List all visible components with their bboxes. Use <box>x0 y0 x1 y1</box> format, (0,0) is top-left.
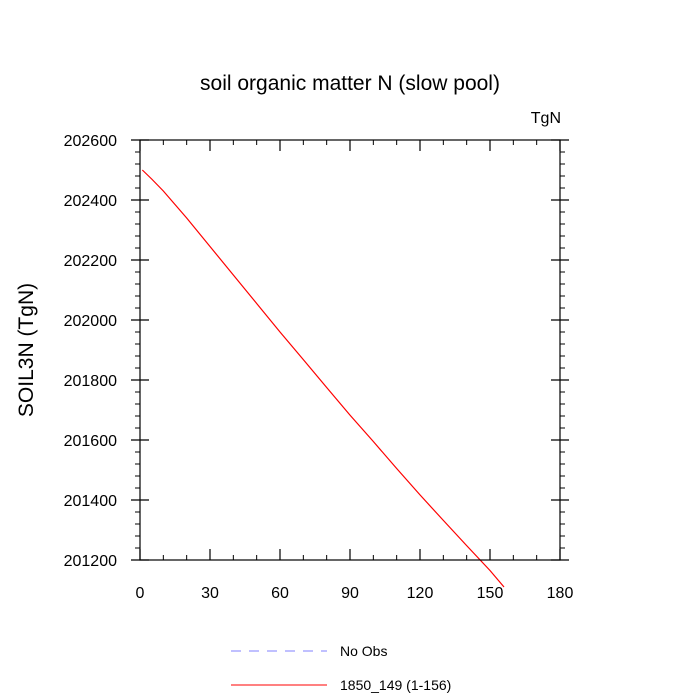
legend-label-1850-149: 1850_149 (1-156) <box>340 677 451 693</box>
x-tick-label: 90 <box>341 585 359 602</box>
y-tick-label: 202200 <box>64 253 117 270</box>
y-tick-label: 202400 <box>64 193 117 210</box>
x-tick-label: 150 <box>477 585 504 602</box>
chart-title: soil organic matter N (slow pool) <box>200 72 500 95</box>
y-axis-label: SOIL3N (TgN) <box>15 283 38 417</box>
x-tick-label: 60 <box>271 585 289 602</box>
x-tick-label: 120 <box>407 585 434 602</box>
axis-tick-labels: 0 30 60 90 120 150 180 201200 201400 201600 201800… <box>64 133 574 602</box>
legend-label-no-obs: No Obs <box>340 643 387 659</box>
y-tick-label: 202000 <box>64 313 117 330</box>
series-line-1850-149-1-156- <box>141 169 505 588</box>
x-tick-label: 180 <box>547 585 574 602</box>
y-tick-label: 201400 <box>64 493 117 510</box>
y-tick-label: 201800 <box>64 373 117 390</box>
y-tick-label: 202600 <box>64 133 117 150</box>
axis-ticks <box>131 139 569 561</box>
plot-frame <box>139 139 561 561</box>
x-tick-label: 30 <box>201 585 219 602</box>
units-label: TgN <box>531 110 561 127</box>
x-tick-label: 0 <box>136 585 145 602</box>
legend: No Obs 1850_149 (1-156) <box>231 643 451 693</box>
plot-lines <box>141 169 505 588</box>
y-tick-label: 201600 <box>64 433 117 450</box>
y-tick-label: 201200 <box>64 553 117 570</box>
